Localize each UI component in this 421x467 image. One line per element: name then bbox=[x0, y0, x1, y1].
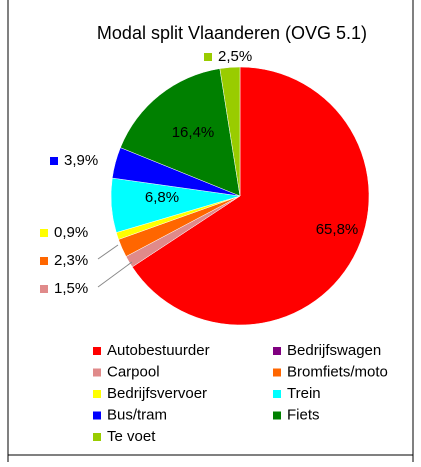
legend-label: Bedrijfswagen bbox=[287, 342, 381, 359]
legend-marker bbox=[93, 368, 101, 377]
leader-line bbox=[97, 261, 133, 288]
legend-label: Bedrijfsvervoer bbox=[107, 385, 207, 402]
label-marker bbox=[40, 229, 48, 237]
leader-line bbox=[97, 244, 119, 260]
legend-label: Carpool bbox=[107, 363, 160, 380]
legend-label: Trein bbox=[287, 385, 321, 402]
legend-label: Fiets bbox=[287, 406, 320, 423]
legend-marker bbox=[273, 390, 281, 398]
label-marker bbox=[40, 257, 48, 265]
legend-marker bbox=[93, 390, 101, 398]
data-label: 16,4% bbox=[172, 124, 215, 141]
legend-marker bbox=[93, 411, 101, 420]
pie-slice bbox=[131, 66, 370, 326]
data-label: 6,8% bbox=[145, 189, 179, 206]
legend-marker bbox=[93, 347, 101, 355]
data-label: 2,5% bbox=[218, 48, 252, 65]
legend-label: Te voet bbox=[107, 428, 156, 445]
data-label: 2,3% bbox=[54, 252, 88, 269]
data-label: 0,9% bbox=[54, 224, 88, 241]
legend-marker bbox=[273, 368, 281, 377]
chart-title: Modal split Vlaanderen (OVG 5.1) bbox=[97, 23, 367, 43]
data-label: 3,9% bbox=[64, 152, 98, 169]
label-marker bbox=[40, 285, 48, 293]
pie-slice bbox=[219, 66, 241, 197]
data-label: 1,5% bbox=[54, 280, 88, 297]
label-marker bbox=[50, 157, 58, 165]
legend-marker bbox=[273, 411, 281, 420]
legend-marker bbox=[93, 433, 101, 441]
label-marker bbox=[204, 53, 212, 61]
legend-label: Bromfiets/moto bbox=[287, 363, 388, 380]
legend-marker bbox=[273, 347, 281, 355]
data-label: 65,8% bbox=[316, 221, 359, 238]
legend-label: Bus/tram bbox=[107, 406, 167, 423]
legend-label: Autobestuurder bbox=[107, 342, 210, 359]
pie-slice bbox=[120, 68, 241, 197]
